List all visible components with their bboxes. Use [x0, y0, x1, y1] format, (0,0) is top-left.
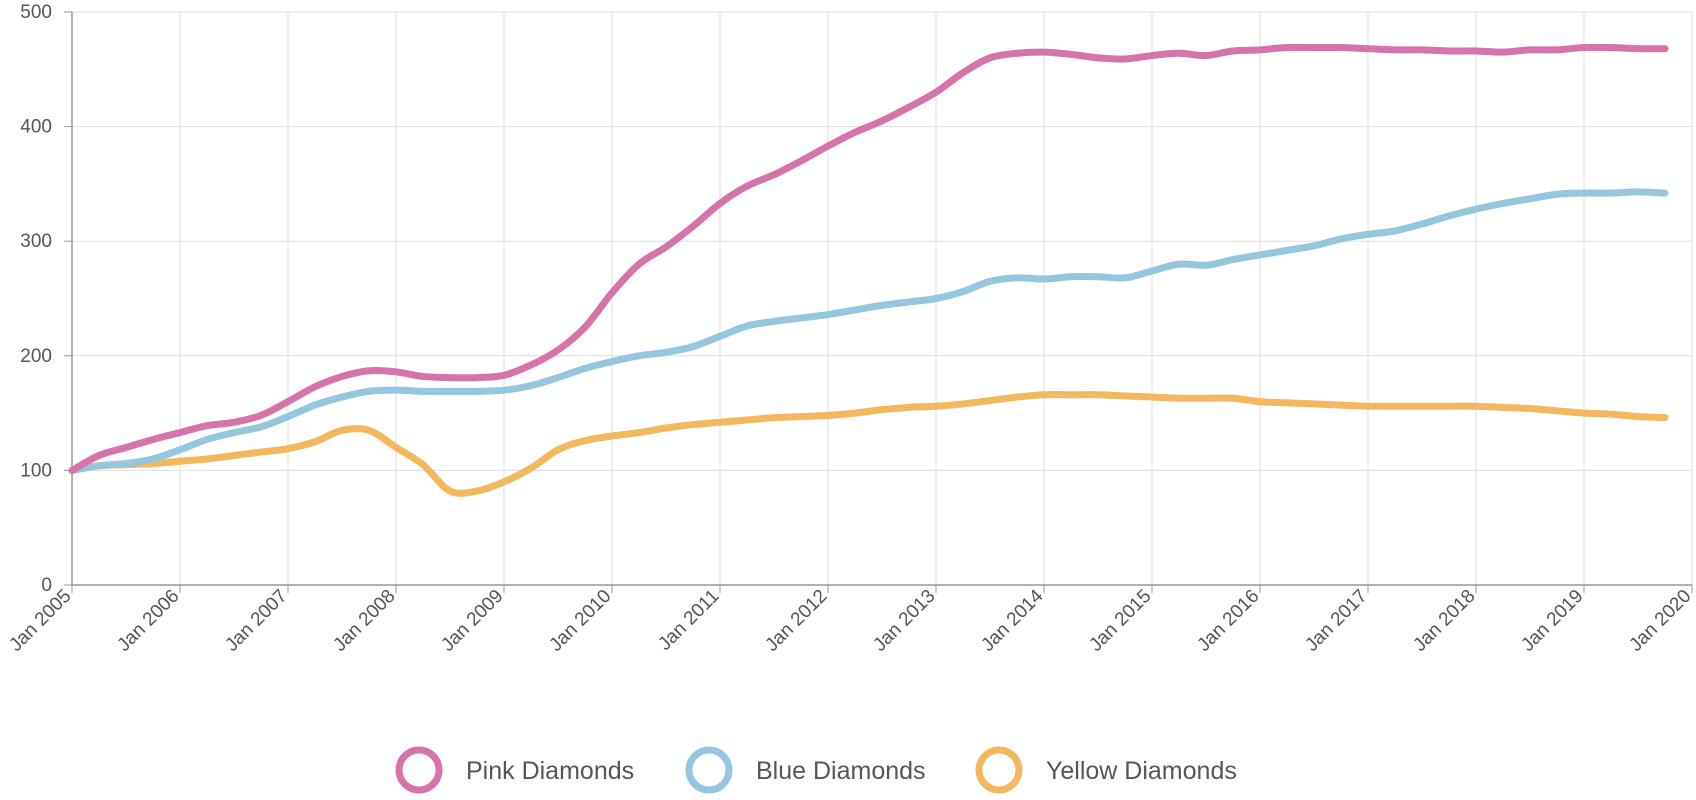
grid	[72, 11, 1693, 585]
x-tick-label: Jan 2009	[437, 586, 507, 656]
x-tick-label: Jan 2019	[1517, 586, 1587, 656]
series-line-blue-diamonds	[68, 188, 1669, 474]
x-tick-label: Jan 2015	[1085, 586, 1155, 656]
x-tick-label: Jan 2008	[329, 586, 399, 656]
series-line-yellow-diamonds	[68, 391, 1669, 497]
y-tick-label: 0	[41, 575, 52, 596]
y-axis-ticks: 0 100 200 300 400 500	[20, 2, 72, 596]
legend: Pink Diamonds Blue Diamonds Yellow Diamond…	[395, 746, 1237, 794]
x-tick-label: Jan 2010	[545, 586, 615, 656]
y-tick-label: 200	[20, 346, 52, 367]
x-tick-label: Jan 2014	[977, 585, 1047, 655]
axes	[71, 12, 1692, 586]
x-tick-label: Jan 2020	[1625, 586, 1695, 656]
x-tick-label: Jan 2011	[654, 586, 723, 655]
y-tick-label: 400	[20, 117, 52, 138]
x-tick-label: Jan 2017	[1301, 586, 1371, 656]
x-tick-label: Jan 2007	[221, 586, 291, 656]
y-tick-label: 100	[20, 460, 52, 481]
x-tick-label: Jan 2012	[761, 586, 831, 656]
legend-marker	[395, 746, 443, 794]
x-axis-ticks: Jan 2005 Jan 2006 Jan 2007 Jan 2008 Jan 2009…	[5, 585, 1696, 656]
legend-marker	[685, 746, 733, 794]
series-line-pink-diamonds	[68, 43, 1669, 474]
y-tick-label: 500	[20, 2, 52, 23]
x-tick-label: Jan 2005	[5, 586, 75, 656]
legend-item-blue-diamonds[interactable]: Blue Diamonds	[685, 746, 926, 794]
series-lines	[68, 43, 1669, 497]
y-tick-label: 300	[20, 231, 52, 252]
legend-label: Pink Diamonds	[466, 757, 634, 785]
legend-marker	[975, 746, 1023, 794]
x-tick-label: Jan 2018	[1409, 586, 1479, 656]
x-tick-label: Jan 2013	[869, 586, 939, 656]
legend-label: Yellow Diamonds	[1046, 757, 1237, 785]
legend-item-pink-diamonds[interactable]: Pink Diamonds	[395, 746, 634, 794]
x-tick-label: Jan 2006	[113, 586, 183, 656]
x-tick-label: Jan 2016	[1193, 586, 1263, 656]
legend-item-yellow-diamonds[interactable]: Yellow Diamonds	[975, 746, 1237, 794]
legend-label: Blue Diamonds	[756, 757, 926, 785]
